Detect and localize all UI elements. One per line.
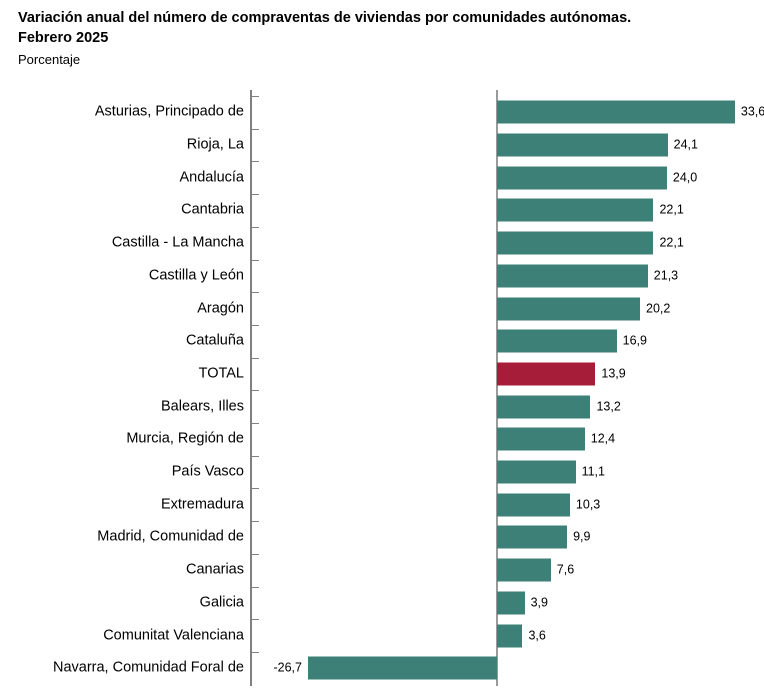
bar-row: Castilla y León 21,3 [0,260,764,293]
category-tick [252,553,259,555]
category-tick [252,357,259,359]
bar-value-label: 9,9 [573,529,591,544]
category-tick [252,128,259,130]
bar[interactable] [497,329,617,353]
bar-value-label: 33,6 [740,104,764,119]
category-label: Cantabria [181,201,244,218]
category-label: Rioja, La [186,136,244,153]
category-tick [252,96,259,97]
category-label: Murcia, Región de [126,430,244,447]
bar-value-label: 22,1 [659,202,684,217]
bar-row: Murcia, Región de 12,4 [0,423,764,456]
bar-row: Comunitat Valenciana 3,6 [0,619,764,652]
category-tick [252,324,259,326]
bar-row: Navarra, Comunidad Foral de -26,7 [0,652,764,685]
category-label: Asturias, Principado de [94,103,244,120]
category-tick [252,226,259,228]
bar[interactable] [497,264,648,288]
category-label: País Vasco [171,463,244,480]
chart-header: Variación anual del número de compravent… [18,8,758,69]
bar[interactable] [497,297,641,321]
category-tick [252,521,259,523]
bar[interactable] [307,656,497,680]
category-label: Canarias [185,561,244,578]
bar-value-label: 11,1 [581,464,605,479]
category-label: Balears, Illes [160,398,244,415]
category-label: Andalucía [179,169,245,186]
bar-value-label: 3,9 [530,595,548,610]
bar-row: Cantabria 22,1 [0,194,764,227]
chart-title-line-2: Febrero 2025 [18,30,109,46]
bar[interactable] [497,395,591,419]
category-label: Galicia [199,594,244,611]
category-tick [252,161,259,163]
bar[interactable] [497,460,576,484]
bar[interactable] [497,198,654,222]
category-tick [252,194,259,196]
bar-value-label: 22,1 [659,235,684,250]
bar-value-label: 13,9 [601,366,626,381]
bar-row: Galicia 3,9 [0,587,764,620]
category-tick [252,390,259,392]
category-label: TOTAL [198,365,244,382]
bar-row: Madrid, Comunidad de 9,9 [0,521,764,554]
bar-row: Andalucía 24,0 [0,161,764,194]
category-label: Comunitat Valenciana [103,627,244,644]
category-label: Castilla - La Mancha [111,234,244,251]
bar[interactable] [497,133,668,157]
bar[interactable] [497,166,667,190]
bar[interactable] [497,591,525,615]
bar-row: Extremadura 10,3 [0,488,764,521]
category-tick [252,586,259,588]
category-label: Navarra, Comunidad Foral de [52,659,244,676]
category-tick [252,292,259,294]
bar[interactable] [497,362,596,386]
bar-value-label: 13,2 [596,399,621,414]
bar-value-label: 24,0 [672,170,698,185]
bar-value-label: 24,1 [673,137,698,152]
bar[interactable] [497,558,551,582]
bar-row: Asturias, Principado de 33,6 [0,96,764,129]
bar-row: Aragón 20,2 [0,292,764,325]
bar-row: Cataluña 16,9 [0,325,764,358]
bar[interactable] [497,231,654,255]
bar-row: Rioja, La 24,1 [0,129,764,162]
category-tick [252,488,259,490]
bar-chart-plot-area: Asturias, Principado de 33,6 Rioja, La 24,1… [0,90,764,690]
category-tick [252,651,259,653]
bar-row: Balears, Illes 13,2 [0,390,764,423]
bar-value-label: 7,6 [556,562,575,577]
bar[interactable] [497,624,523,648]
bar-row: País Vasco 11,1 [0,456,764,489]
bar[interactable] [497,100,735,124]
category-label: Madrid, Comunidad de [97,528,244,545]
bar-value-label: 21,3 [653,268,679,283]
chart-subtitle: Porcentaje [18,52,81,67]
bar-value-label: 12,4 [590,431,616,446]
category-label: Aragón [197,300,244,317]
bar-row: Castilla - La Mancha 22,1 [0,227,764,260]
bar[interactable] [497,493,570,517]
bar-value-label: 20,2 [646,301,671,316]
category-tick [252,619,259,621]
category-label: Cataluña [185,332,244,349]
bar-row: Canarias 7,6 [0,554,764,587]
bar-row: TOTAL 13,9 [0,358,764,391]
category-label: Castilla y León [148,267,244,284]
bar-value-label: -26,7 [273,660,302,675]
bar[interactable] [497,427,585,451]
chart-title-line-1: Variación anual del número de compravent… [18,10,632,26]
category-tick [252,423,259,424]
category-tick [252,455,259,457]
bar-value-label: 16,9 [622,333,647,348]
bar-value-label: 10,3 [575,497,601,512]
category-tick [252,259,259,261]
bar[interactable] [497,525,568,549]
bar-value-label: 3,6 [528,628,546,643]
zero-baseline [496,90,498,686]
category-axis-line [250,90,252,686]
category-label: Extremadura [160,496,244,513]
